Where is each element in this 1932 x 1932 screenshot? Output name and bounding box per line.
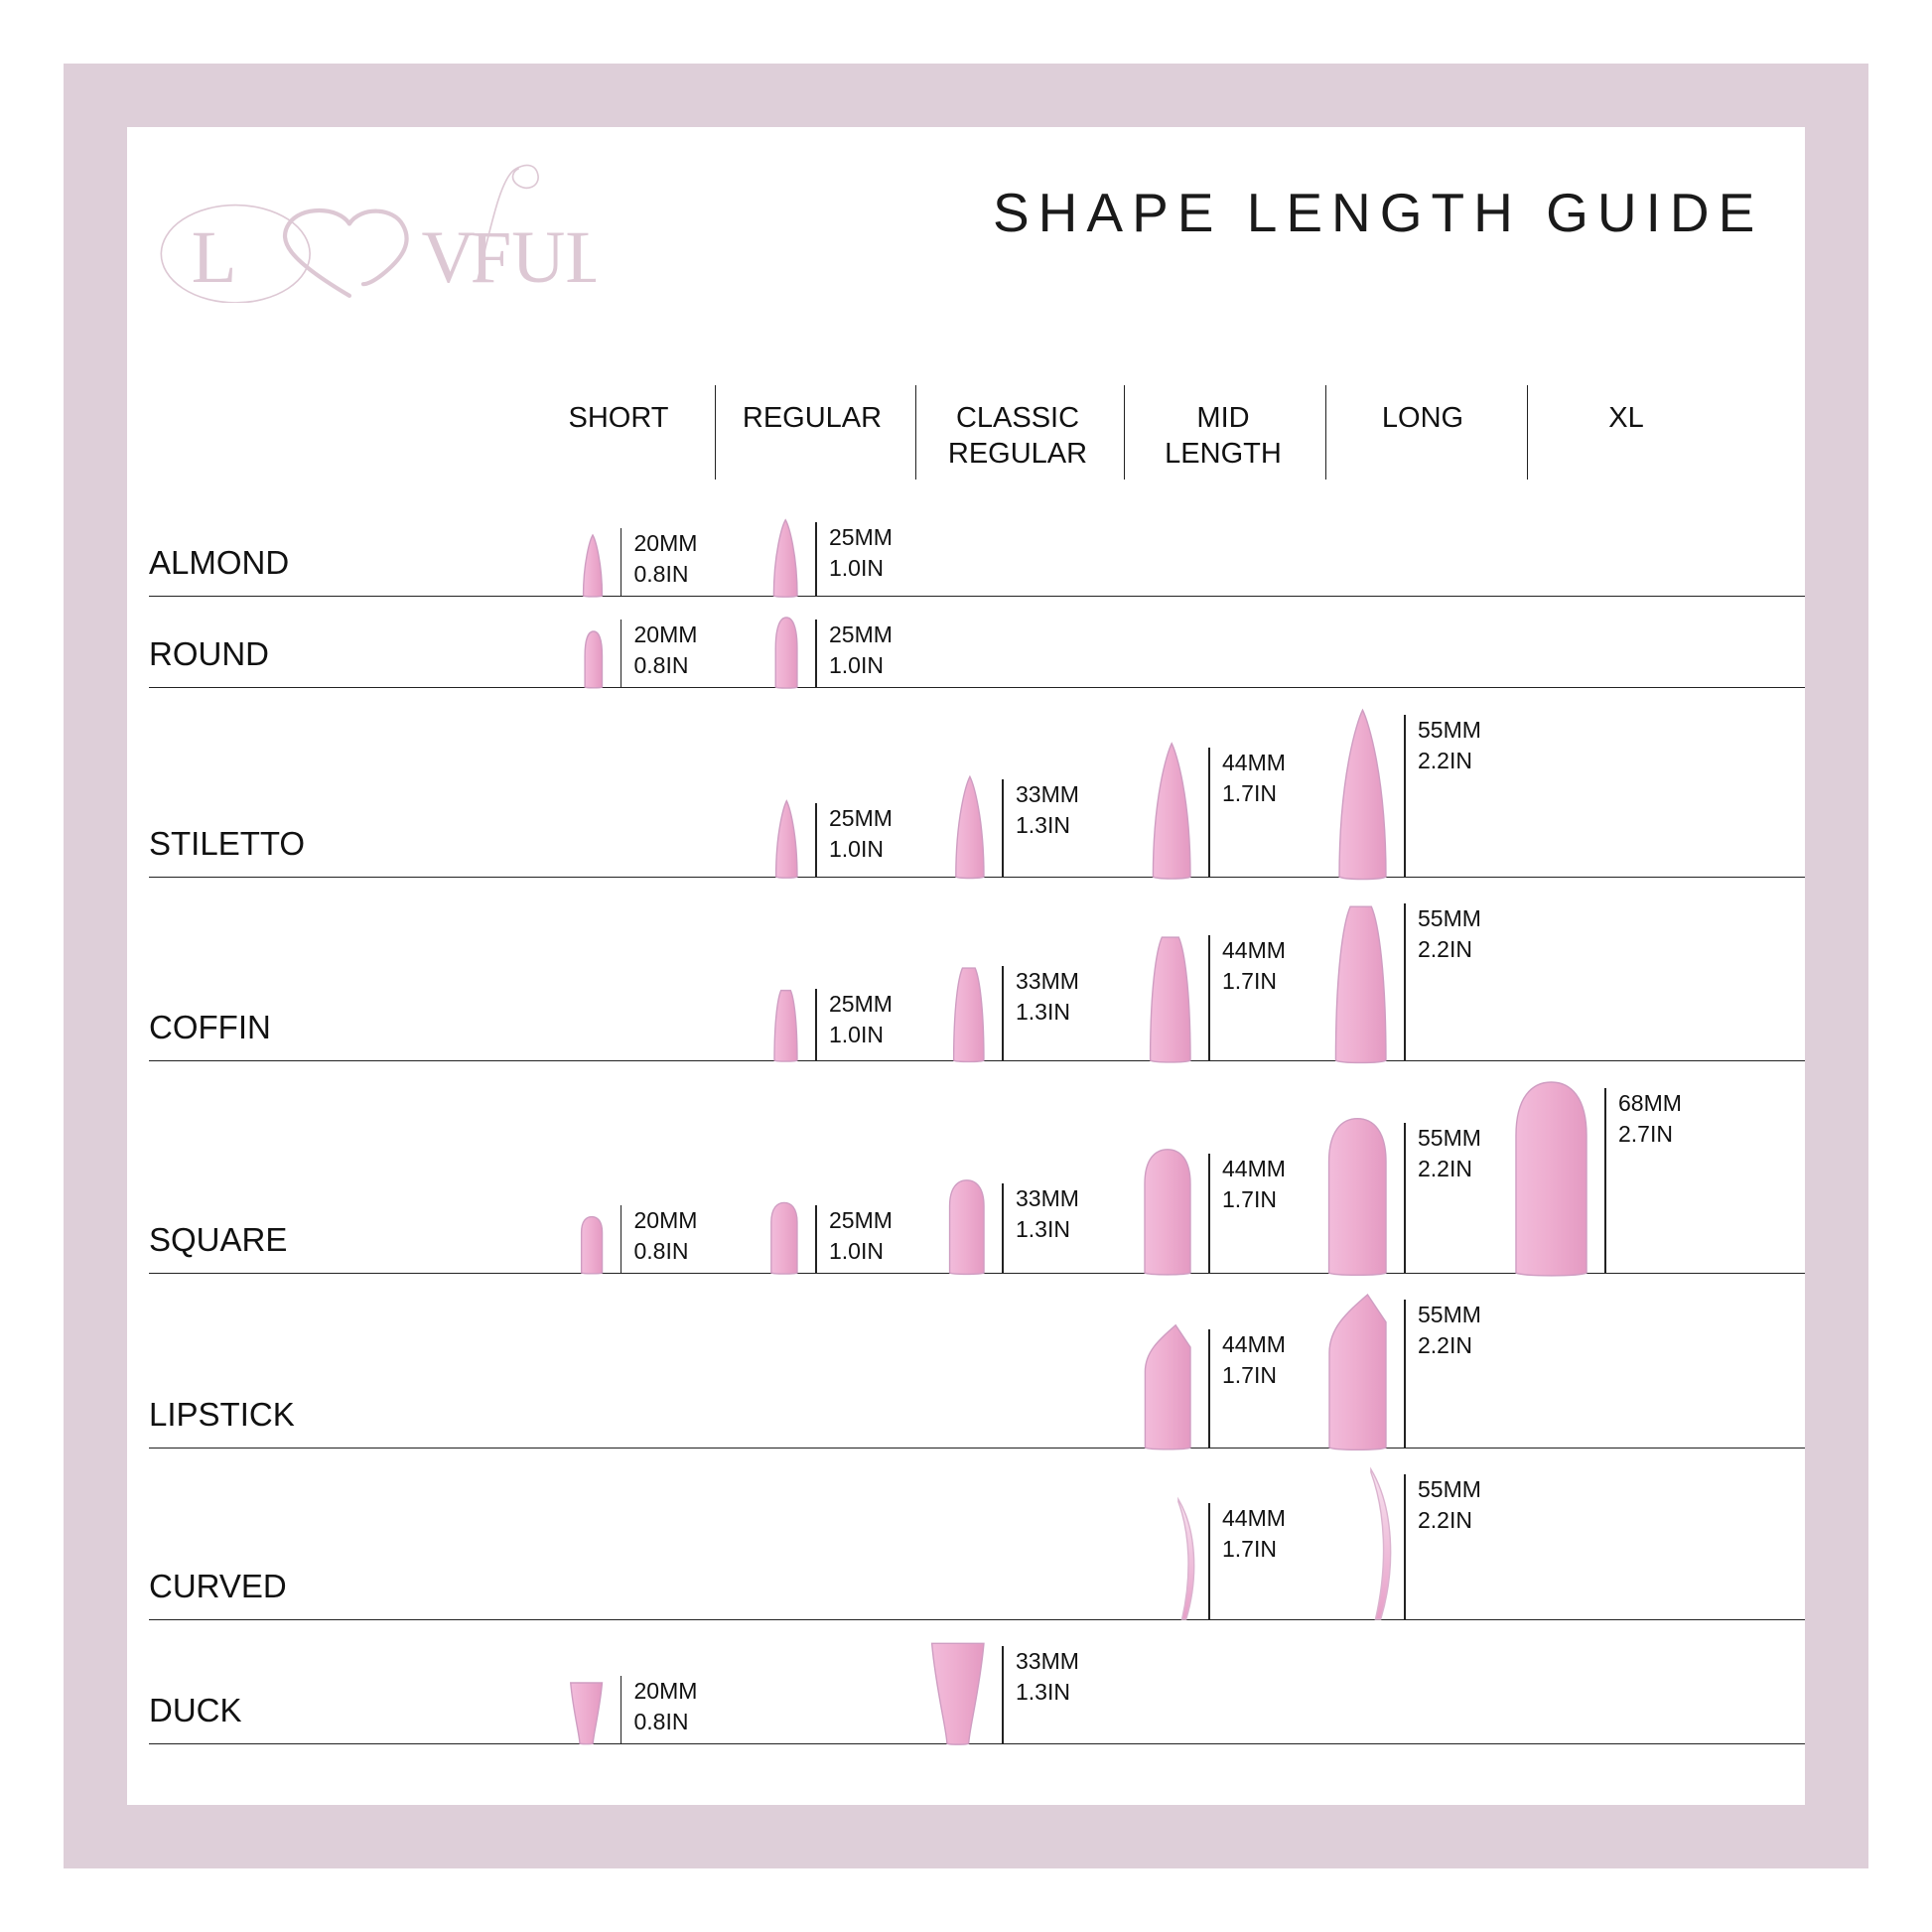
svg-text:FUL: FUL [471, 216, 596, 299]
svg-text:L: L [192, 216, 237, 299]
svg-text:V: V [421, 216, 475, 299]
